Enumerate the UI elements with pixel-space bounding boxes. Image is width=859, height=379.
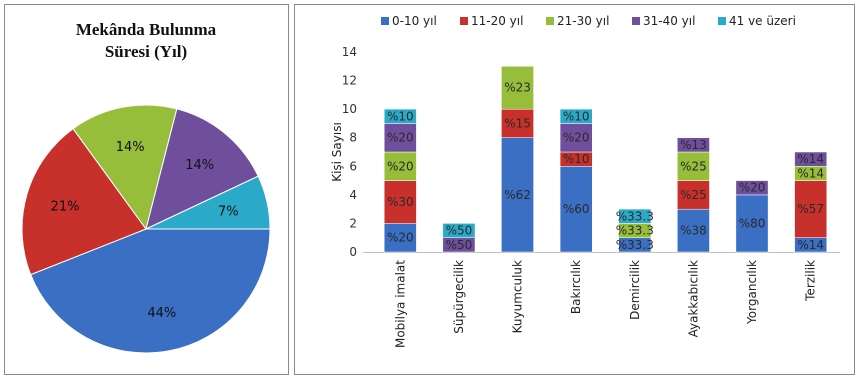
chart-legend: 0-10 yıl 11-20 yıl 21-30 yıl 31-40 yıl 41 ve… xyxy=(381,14,796,28)
stacked-bar-chart: 0-10 yıl 11-20 yıl 21-30 yıl 31-40 yıl 41 ve… xyxy=(330,14,840,348)
bar-segment-label: %25 xyxy=(680,188,707,202)
bar-segment-label: %14 xyxy=(797,152,824,166)
pie-title-line2: Süresi (Yıl) xyxy=(105,42,187,61)
bars: %20 %30 %20 %20 %10 %50%50 %62 %15 %23 %60 %10 %20%… xyxy=(383,66,828,253)
x-category-label: Kuyumculuk xyxy=(511,260,525,333)
legend-label-41-ve-uzeri: 41 ve üzeri xyxy=(729,14,796,28)
bar-segment-bakircilik-0-10-yil xyxy=(559,166,593,253)
bar-segment-terzilik-31-40-yil xyxy=(794,151,828,167)
bar-segment-ayakkabicilik-0-10-yil xyxy=(677,208,710,253)
bar-segment-label: %38 xyxy=(680,224,707,238)
legend-label-11-20-yil: 11-20 yıl xyxy=(471,14,523,28)
bar-segment-label: %20 xyxy=(387,231,414,245)
y-tick-label: 4 xyxy=(349,188,357,202)
bar-segment-ayakkabicilik-21-30-yil xyxy=(677,151,710,181)
bar-segment-label: %25 xyxy=(680,159,707,173)
bar-segment-mobilya-imalat-0-10-yil xyxy=(383,223,417,253)
bar-segment-ayakkabicilik-31-40-yil xyxy=(677,137,710,153)
legend-label-0-10-yil: 0-10 yıl xyxy=(392,14,437,28)
bar-segment-label: %50 xyxy=(446,224,473,238)
x-category-label: Yorgancılık xyxy=(745,260,759,325)
bar-segment-label: %14 xyxy=(797,166,824,180)
legend-swatch-31-40-yil xyxy=(632,17,640,25)
bar-segment-label: %14 xyxy=(797,238,824,252)
bar-segment-label: %13 xyxy=(680,138,707,152)
bar-segment-terzilik-11-20-yil xyxy=(794,180,828,238)
bar-segment-label: %10 xyxy=(563,152,590,166)
y-tick-label: 12 xyxy=(342,74,357,88)
pie-slice-label-0-10-yil: 44% xyxy=(147,306,176,321)
pie-slices: 44% 21% 14% 14% 7% xyxy=(21,104,271,354)
bar-segment-yorgancilik-31-40-yil xyxy=(735,180,769,196)
legend-swatch-41-ve-uzeri xyxy=(718,17,726,25)
pie-slice-21-30-yil xyxy=(72,104,178,231)
pie-slice-label-21-30-yil: 14% xyxy=(116,140,145,155)
legend-swatch-0-10-yil xyxy=(381,17,389,25)
pie-slice-label-41-ve-uzeri: 7% xyxy=(218,205,239,220)
pie-slice-41-ve-uzeri xyxy=(145,175,271,230)
bar-segment-bakircilik-41-ve-uzeri xyxy=(559,108,593,124)
bar-segment-label: %80 xyxy=(739,216,766,230)
bar-segment-label: %20 xyxy=(387,159,414,173)
bar-segment-yorgancilik-0-10-yil xyxy=(735,194,769,253)
bar-segment-label: %33.3 xyxy=(616,224,654,238)
x-axis-categories: Mobilya imalat Süpürgecilik Kuyumculuk Bakı… xyxy=(393,260,817,348)
bar-chart-panel: 0-10 yıl 11-20 yıl 21-30 yıl 31-40 yıl 41 ve… xyxy=(294,4,855,375)
bar-segment-label: %10 xyxy=(387,109,414,123)
bar-segment-label: %30 xyxy=(387,195,414,209)
x-category-label: Ayakkabıcılık xyxy=(686,260,700,337)
pie-slice-31-40-yil xyxy=(145,108,259,230)
pie-slice-label-11-20-yil: 21% xyxy=(51,200,80,215)
bar-segment-kuyumculuk-0-10-yil xyxy=(501,137,534,253)
bar-segment-label: %20 xyxy=(563,131,590,145)
bar-segment-ayakkabicilik-11-20-yil xyxy=(677,180,710,210)
y-tick-label: 10 xyxy=(342,102,357,116)
bar-segment-label: %20 xyxy=(387,131,414,145)
bar-segment-label: %60 xyxy=(563,202,590,216)
bar-segment-mobilya-imalat-11-20-yil xyxy=(383,180,417,224)
legend-label-31-40-yil: 31-40 yıl xyxy=(643,14,695,28)
bar-segment-label: %62 xyxy=(504,188,531,202)
y-tick-label: 14 xyxy=(342,45,357,59)
pie-slice-11-20-yil xyxy=(21,127,147,276)
pie-chart-panel: Mekânda Bulunma Süresi (Yıl) 44% 21% 14% 14… xyxy=(4,4,289,375)
bar-segment-label: %15 xyxy=(504,116,531,130)
bar-segment-supurgecilik-41-ve-uzeri xyxy=(442,223,476,238)
bar-segment-mobilya-imalat-21-30-yil xyxy=(383,151,417,181)
legend-label-21-30-yil: 21-30 yıl xyxy=(557,14,609,28)
legend-swatch-21-30-yil xyxy=(546,17,554,25)
y-tick-label: 6 xyxy=(349,159,357,173)
y-tick-label: 2 xyxy=(349,216,357,230)
x-category-label: Terzilik xyxy=(804,260,818,302)
x-category-label: Süpürgecilik xyxy=(452,260,466,334)
bar-segment-kuyumculuk-21-30-yil xyxy=(501,66,534,110)
pie-slice-0-10-yil xyxy=(30,228,271,354)
y-axis-label: Kişi Sayısı xyxy=(330,122,344,182)
bar-segment-label: %23 xyxy=(504,81,531,95)
y-axis: 0 2 4 6 8 10 12 14 xyxy=(342,45,840,259)
bar-segment-label: %33.3 xyxy=(616,209,654,223)
x-category-label: Bakırcılık xyxy=(569,260,583,314)
bar-segment-label: %20 xyxy=(739,181,766,195)
bar-segment-label: %57 xyxy=(797,202,824,216)
y-tick-label: 0 xyxy=(349,245,357,259)
bar-segment-demircilik-41-ve-uzeri xyxy=(618,208,652,224)
bar-segment-kuyumculuk-11-20-yil xyxy=(501,108,534,138)
bar-segment-label: %10 xyxy=(563,109,590,123)
bar-segment-label: %50 xyxy=(446,238,473,252)
bar-segment-mobilya-imalat-41-ve-uzeri xyxy=(383,108,417,124)
pie-slice-label-31-40-yil: 14% xyxy=(185,158,214,173)
y-tick-label: 8 xyxy=(349,131,357,145)
x-category-label: Mobilya imalat xyxy=(393,260,407,348)
x-category-label: Demircilik xyxy=(628,260,642,320)
bar-segment-label: %33.3 xyxy=(616,238,654,252)
pie-chart: Mekânda Bulunma Süresi (Yıl) 44% 21% 14% 14… xyxy=(21,20,271,354)
legend-swatch-11-20-yil xyxy=(460,17,468,25)
pie-title-line1: Mekânda Bulunma xyxy=(76,20,217,39)
